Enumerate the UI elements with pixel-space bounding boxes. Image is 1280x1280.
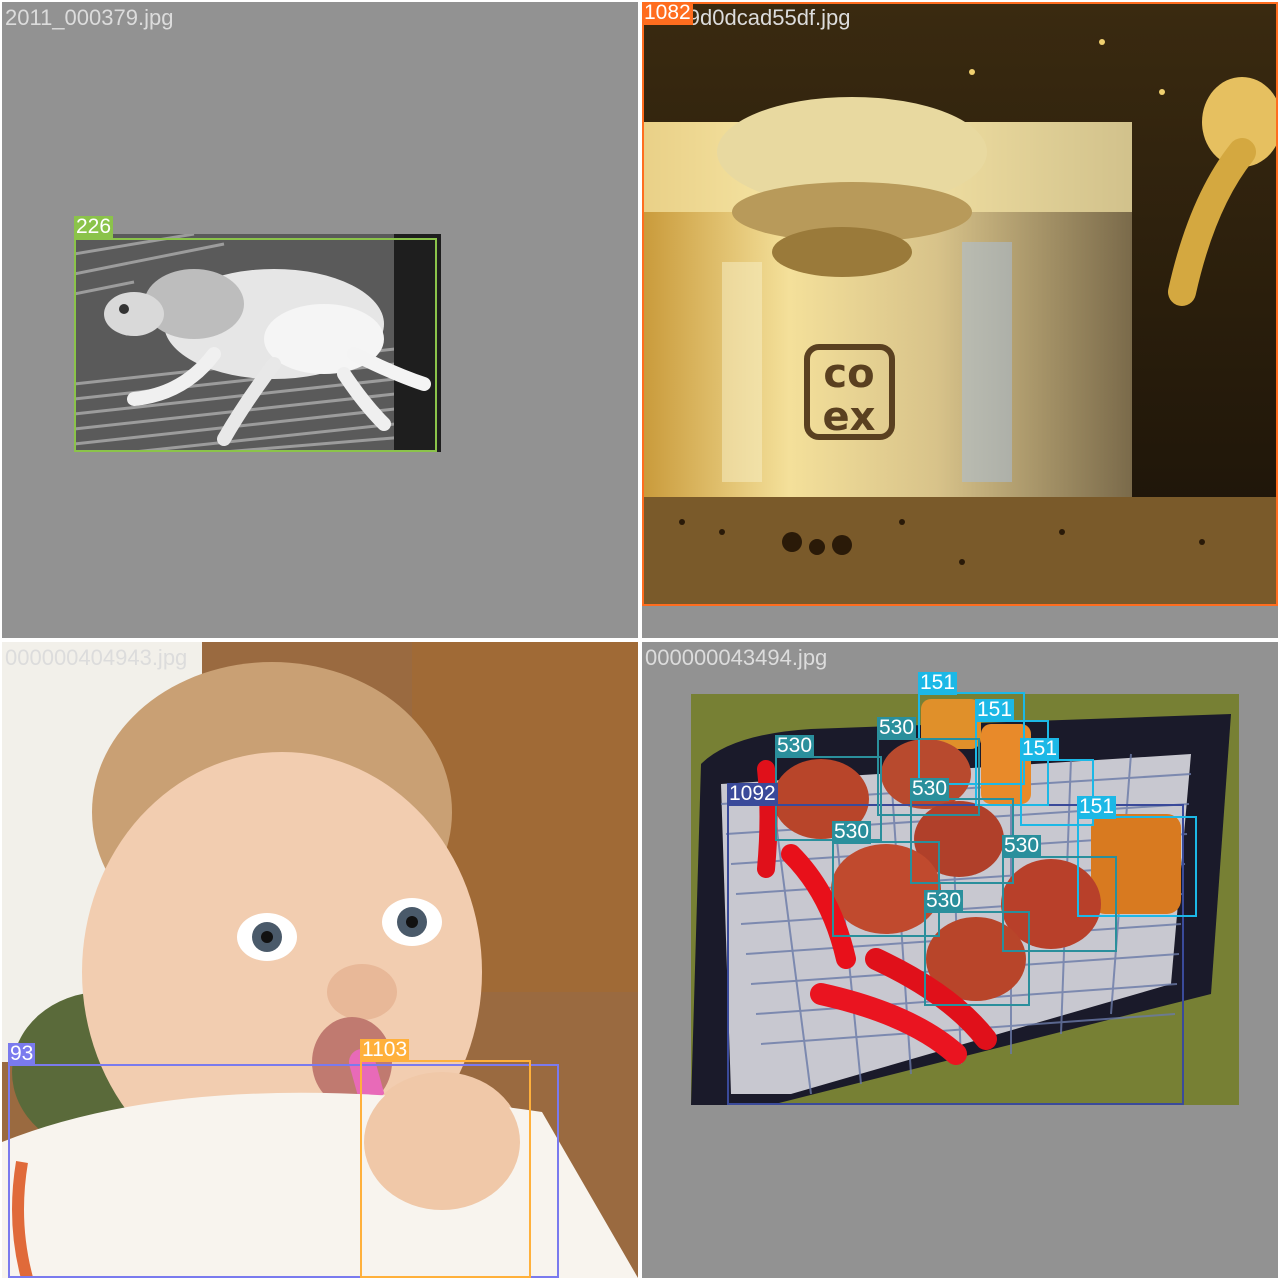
detection-box xyxy=(1077,816,1197,917)
mosaic-tile-bottom-left: 000000404943.jpg 93 1103 xyxy=(2,642,638,1278)
image-filename: 2011_000379.jpg xyxy=(5,5,174,30)
detection-box xyxy=(642,2,1278,606)
image-filename: 000000404943.jpg xyxy=(5,645,188,670)
svg-text:co: co xyxy=(823,351,874,397)
detection-label: 151 xyxy=(918,671,958,695)
detection-label: 226 xyxy=(74,215,114,239)
detection-box xyxy=(360,1060,531,1278)
detection-label: 93 xyxy=(8,1042,36,1066)
detection-label: 530 xyxy=(910,777,950,801)
mosaic-tile-top-right: co ex 0...29d0dcad55df.jpg 1082 xyxy=(642,2,1278,638)
detection-label: 530 xyxy=(832,820,872,844)
detection-label: 151 xyxy=(975,698,1015,722)
baby-photo xyxy=(2,642,638,1278)
detection-label: 151 xyxy=(1077,795,1117,819)
detection-box xyxy=(832,841,940,937)
image-filename: 000000043494.jpg xyxy=(645,645,828,670)
espresso-machine-photo: co ex xyxy=(642,2,1278,606)
detection-label: 151 xyxy=(1020,737,1060,761)
detection-box xyxy=(74,238,437,452)
svg-text:ex: ex xyxy=(823,394,876,440)
detection-label: 1082 xyxy=(642,2,693,25)
detection-label: 530 xyxy=(1002,834,1042,858)
detection-label: 530 xyxy=(924,889,964,913)
detection-box xyxy=(877,738,980,816)
detection-box xyxy=(924,911,1030,1006)
detection-box xyxy=(8,1064,559,1278)
detection-label: 1103 xyxy=(360,1038,410,1062)
detection-label: 530 xyxy=(775,734,815,758)
detection-box xyxy=(1002,856,1117,952)
detection-box xyxy=(727,804,1184,1105)
detection-label: 1092 xyxy=(727,782,778,806)
mosaic-tile-bottom-right: 000000043494.jpg 1092 xyxy=(642,642,1278,1278)
mosaic-tile-top-left: 2011_000379.jpg 226 xyxy=(2,2,638,638)
detection-label: 530 xyxy=(877,716,917,740)
cat-photo xyxy=(74,234,441,452)
